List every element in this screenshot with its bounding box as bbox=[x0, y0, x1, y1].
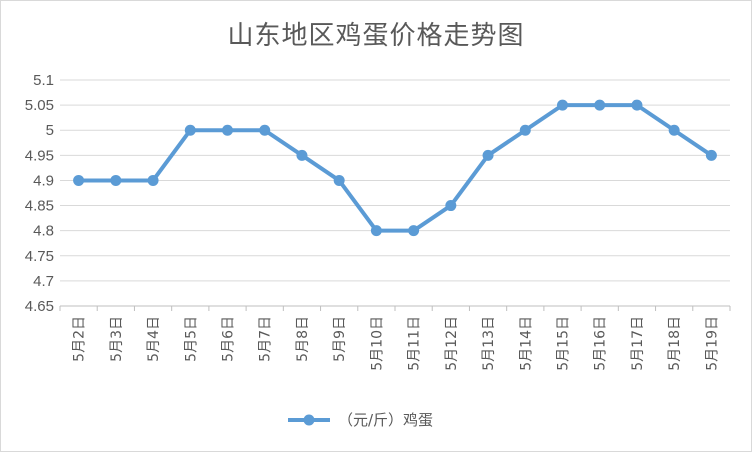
x-tick-label: 5月12日 bbox=[444, 316, 460, 371]
legend-marker bbox=[303, 414, 315, 426]
data-point bbox=[222, 124, 233, 136]
axes bbox=[59, 305, 731, 311]
x-tick-label: 5月18日 bbox=[667, 316, 683, 371]
data-point bbox=[668, 124, 680, 136]
x-tick-label: 5月13日 bbox=[481, 316, 497, 371]
x-tick-label: 5月15日 bbox=[556, 316, 572, 371]
x-tick-label: 5月2日 bbox=[72, 316, 88, 362]
data-point bbox=[73, 174, 85, 186]
x-tick-label: 5月7日 bbox=[258, 316, 274, 362]
data-point bbox=[705, 149, 717, 161]
y-tick-label: 4.65 bbox=[25, 298, 54, 315]
y-tick-label: 5.05 bbox=[25, 97, 54, 114]
gridlines bbox=[60, 79, 730, 282]
x-tick-label: 5月17日 bbox=[630, 316, 646, 371]
data-point bbox=[184, 124, 196, 136]
x-tick-label: 5月3日 bbox=[109, 316, 125, 362]
data-point bbox=[594, 99, 606, 111]
y-axis-ticks: 5.1 5.05 5 4.95 4.9 4.85 4.8 4.75 4.7 4.65 bbox=[25, 72, 54, 315]
x-axis-ticks: 5月2日 5月3日 5月4日 5月5日 5月6日 5月7日 5月8日 5月9日 5月10日 5月1… bbox=[72, 316, 721, 371]
data-point bbox=[259, 124, 271, 136]
y-tick-label: 4.85 bbox=[25, 198, 54, 215]
data-point bbox=[370, 225, 382, 237]
data-point bbox=[296, 149, 308, 161]
x-tick-label: 5月19日 bbox=[704, 316, 720, 371]
series-line bbox=[76, 103, 714, 233]
data-point bbox=[631, 99, 643, 111]
data-point bbox=[557, 99, 568, 111]
y-tick-label: 4.95 bbox=[25, 147, 54, 164]
x-tick-label: 5月14日 bbox=[518, 316, 534, 371]
y-tick-label: 4.9 bbox=[33, 172, 54, 189]
y-tick-label: 5 bbox=[46, 122, 54, 139]
legend-label: （元/斤）鸡蛋 bbox=[338, 411, 433, 429]
x-tick-label: 5月16日 bbox=[593, 316, 609, 371]
x-tick-label: 5月10日 bbox=[369, 316, 385, 371]
data-point bbox=[445, 200, 457, 212]
data-point bbox=[482, 149, 494, 161]
legend: （元/斤）鸡蛋 bbox=[288, 411, 433, 429]
data-point bbox=[519, 124, 531, 136]
x-tick-label: 5月6日 bbox=[221, 316, 237, 362]
chart-title: 山东地区鸡蛋价格走势图 bbox=[227, 21, 525, 51]
x-tick-label: 5月11日 bbox=[407, 316, 423, 371]
data-point bbox=[110, 174, 122, 186]
x-tick-label: 5月4日 bbox=[146, 316, 162, 362]
series-layer bbox=[73, 99, 717, 237]
x-tick-label: 5月5日 bbox=[183, 316, 199, 362]
y-tick-label: 5.1 bbox=[33, 72, 54, 89]
x-tick-label: 5月9日 bbox=[332, 316, 348, 362]
y-tick-label: 4.7 bbox=[33, 273, 54, 290]
y-tick-label: 4.8 bbox=[33, 223, 54, 240]
data-point bbox=[333, 174, 345, 186]
x-tick-label: 5月8日 bbox=[295, 316, 311, 362]
data-point bbox=[147, 174, 159, 186]
y-tick-label: 4.75 bbox=[25, 248, 54, 265]
data-point bbox=[408, 225, 420, 237]
